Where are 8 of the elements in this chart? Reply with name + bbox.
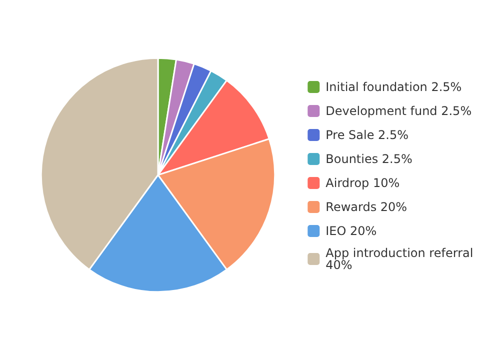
legend-label: Pre Sale 2.5%: [326, 128, 409, 142]
legend-label: Rewards 20%: [326, 200, 408, 214]
legend-label: App introduction referral 40%: [326, 246, 478, 272]
legend-label: Development fund 2.5%: [326, 104, 472, 118]
legend-label: Initial foundation 2.5%: [326, 80, 462, 94]
legend-label: Bounties 2.5%: [326, 152, 412, 166]
legend-label: IEO 20%: [326, 224, 377, 238]
legend-label: Airdrop 10%: [326, 176, 400, 190]
